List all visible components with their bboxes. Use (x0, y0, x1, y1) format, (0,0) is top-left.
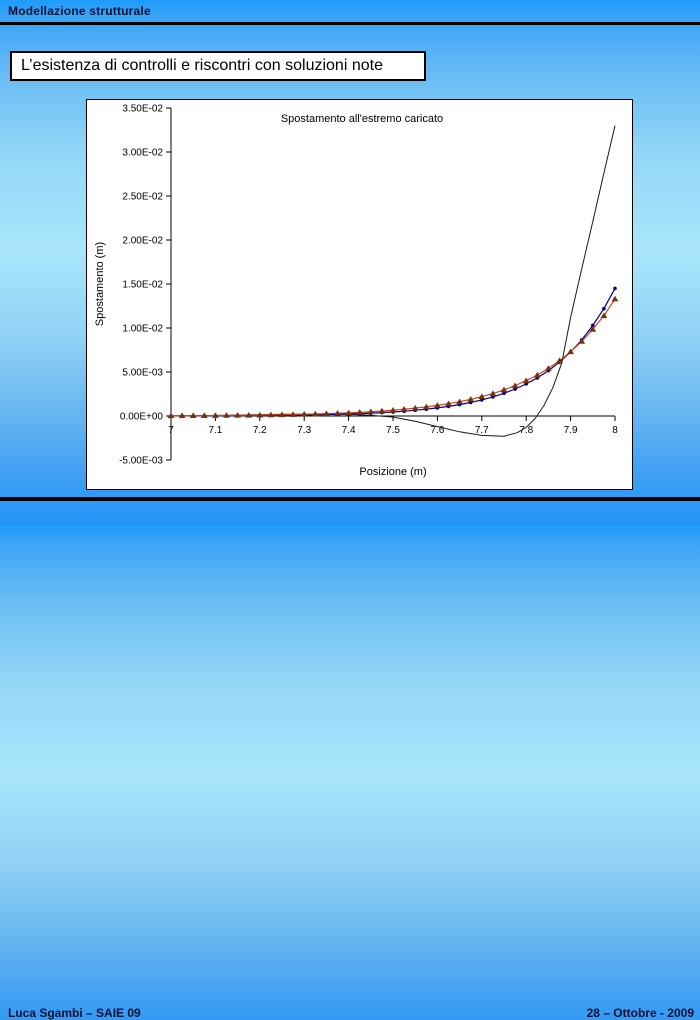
series-1-thin-line-line (170, 125, 616, 437)
series-3-brown-triangles-marker (289, 411, 297, 417)
series-3-brown-triangles-marker (533, 371, 541, 378)
x-tick-label: 7.9 (564, 425, 578, 436)
series-3-brown-triangles-marker (400, 406, 408, 412)
series-3-brown-triangles-line (171, 298, 616, 417)
series-3-brown-triangles-marker (367, 408, 375, 415)
series-3-brown-triangles-marker (378, 407, 386, 414)
y-tick-label: 2.50E-02 (122, 192, 163, 203)
series-3-brown-triangles-marker (600, 312, 608, 319)
y-tick-label: 1.50E-02 (122, 280, 163, 291)
series-3-brown-triangles-marker (245, 411, 253, 418)
series-3-brown-triangles-marker (434, 402, 441, 408)
header-rule (0, 22, 700, 25)
x-tick-label: 7.5 (386, 425, 400, 436)
series-3-brown-triangles-marker (189, 412, 197, 419)
x-tick-label: 7.1 (208, 425, 222, 436)
series-3-brown-triangles-marker (223, 412, 230, 418)
series-2-navy-dots-marker (602, 306, 606, 311)
series-3-brown-triangles-marker (300, 411, 308, 417)
x-axis-title: Posizione (m) (359, 466, 426, 478)
y-tick-label: 1.00E-02 (122, 324, 163, 335)
x-tick-label: 7.7 (475, 425, 489, 436)
series-3-brown-triangles-marker (278, 411, 286, 418)
series-3-brown-triangles-marker (411, 404, 419, 411)
y-axis-title: Spostamento (m) (94, 242, 106, 326)
y-tick-label: 5.00E-03 (122, 368, 163, 379)
series-3-brown-triangles-marker (234, 412, 241, 418)
series-3-brown-triangles-marker (311, 410, 319, 417)
series-3-brown-triangles-marker (267, 411, 275, 418)
x-tick-label: 7.6 (430, 425, 444, 436)
header-title: Modellazione strutturale (8, 4, 151, 18)
chart-title: Spostamento all'estremo caricato (281, 113, 443, 125)
slide-title: L’esistenza di controlli e riscontri con… (21, 57, 383, 74)
footer-bar: Luca Sgambi – SAIE 09 28 – Ottobre - 200… (0, 501, 700, 1020)
x-tick-label: 7.3 (297, 425, 311, 436)
series-3-brown-triangles-marker (556, 357, 563, 364)
series-2-navy-dots-marker (513, 387, 517, 391)
y-tick-label: 0.00E+00 (120, 412, 164, 423)
series-3-brown-triangles-marker (522, 377, 530, 384)
chart-svg: -5.00E-03 0.00E+00 5.00E-03 1.00E-02 1.50E-0… (94, 104, 619, 478)
series-3-brown-triangles-marker (356, 409, 364, 415)
x-tick-label: 7.2 (253, 425, 267, 436)
series-2-navy-dots-marker (502, 391, 506, 396)
series-3-brown-triangles-marker (489, 390, 497, 396)
series-3-brown-triangles-marker (422, 403, 430, 410)
slide-title-box: L’esistenza di controlli e riscontri con… (10, 51, 426, 81)
series-3-brown-triangles-marker (345, 409, 352, 416)
x-tick-label: 7 (168, 425, 174, 436)
series-3-brown-triangles-marker (545, 365, 552, 371)
series-3-brown-triangles-marker (567, 348, 574, 355)
series-3-brown-triangles-marker (334, 410, 341, 416)
series-3-brown-triangles-marker (445, 400, 452, 407)
footer-date: 28 – Ottobre - 2009 (586, 1006, 694, 1020)
x-tick-label: 8 (612, 425, 618, 436)
y-tick-label: -5.00E-03 (119, 456, 163, 467)
series-3-brown-triangles-marker (256, 411, 264, 418)
series-3-brown-triangles-marker (478, 393, 486, 400)
series-3-brown-triangles-marker (200, 412, 208, 418)
chart-panel: -5.00E-03 0.00E+00 5.00E-03 1.00E-02 1.50E-0… (86, 99, 633, 490)
series-3-brown-triangles-marker (167, 412, 175, 419)
series-3-brown-triangles-marker (500, 386, 508, 393)
footer-rule (0, 497, 700, 501)
series-2-navy-dots-marker (613, 286, 617, 291)
x-tick-label: 7.4 (342, 425, 356, 436)
y-tick-label: 2.00E-02 (122, 236, 163, 247)
series-3-brown-triangles-marker (456, 398, 463, 405)
series-3-brown-triangles-marker (511, 382, 519, 389)
series-3-brown-triangles-marker (212, 412, 219, 418)
header-bar: Modellazione strutturale (0, 0, 700, 22)
footer-author: Luca Sgambi – SAIE 09 (8, 1006, 141, 1020)
x-tick-label: 7.8 (519, 425, 533, 436)
series-3-brown-triangles-marker (389, 406, 397, 413)
series-3-brown-triangles-marker (467, 396, 475, 402)
y-tick-label: 3.00E-02 (122, 148, 163, 159)
series-2-navy-dots-marker (591, 323, 595, 328)
series-3-brown-triangles-marker (323, 410, 330, 417)
series-2-navy-dots-marker (491, 395, 495, 399)
series-3-brown-triangles-marker (178, 412, 186, 419)
series-3-brown-triangles-marker (611, 295, 619, 302)
series-3-brown-triangles-marker (578, 338, 586, 344)
series-3-brown-triangles-marker (589, 326, 597, 332)
y-tick-label: 3.50E-02 (122, 104, 163, 115)
